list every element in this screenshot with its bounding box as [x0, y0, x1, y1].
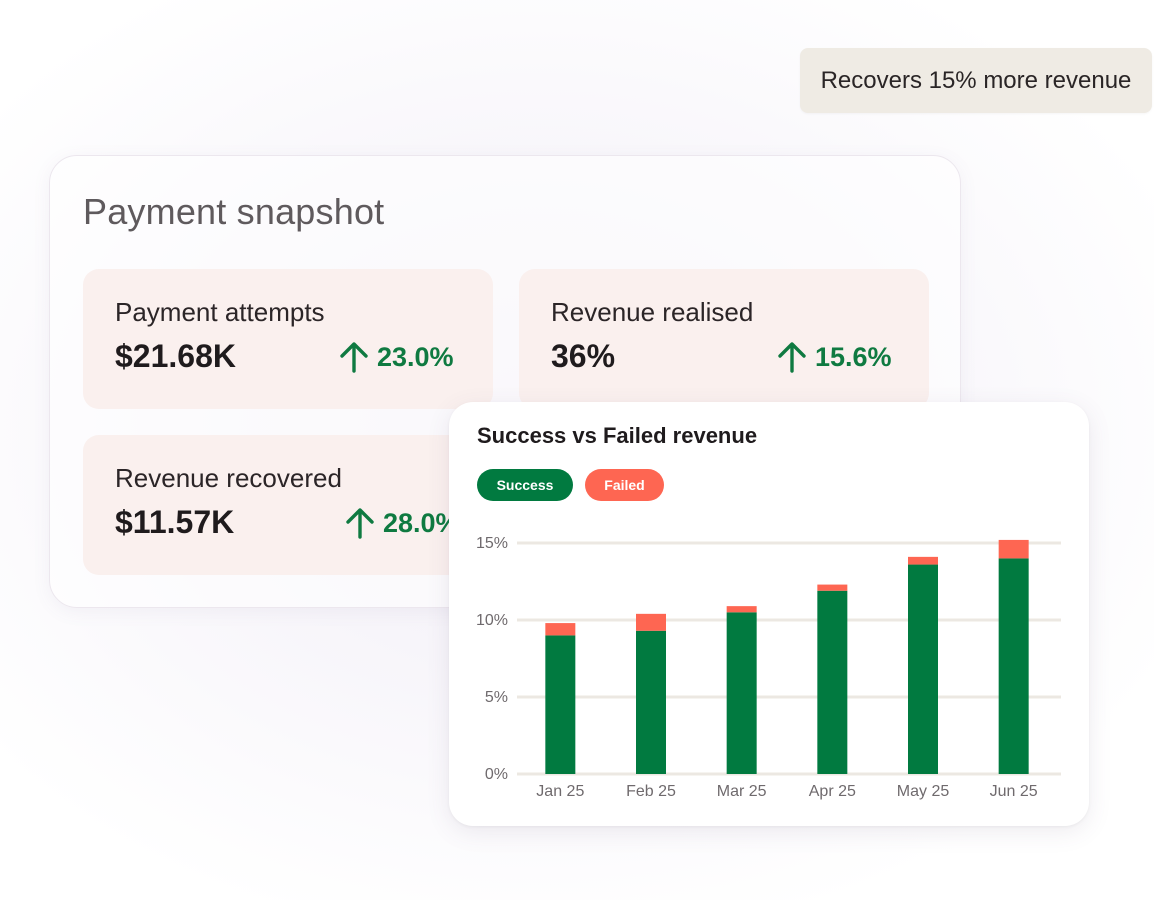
metric-card-revenue-realised: Revenue realised 36% 15.6% — [519, 269, 929, 409]
x-tick-label: Jan 25 — [536, 783, 584, 800]
bar-failed — [817, 584, 848, 591]
metric-card-payment-attempts: Payment attempts $21.68K 23.0% — [83, 269, 493, 409]
bar-failed — [545, 623, 576, 636]
y-tick-label: 15% — [476, 535, 508, 552]
revenue-chart-card: Success vs Failed revenue Success Failed… — [449, 402, 1089, 826]
y-tick-label: 0% — [485, 766, 508, 783]
metric-delta: 23.0% — [339, 341, 454, 373]
bar-chart: 0% 5% 10% 15% Jan 25 Feb 25 Mar 25 Apr 25 May 25… — [476, 535, 1061, 800]
x-tick-label: Feb 25 — [626, 783, 676, 800]
y-tick-label: 10% — [476, 612, 508, 629]
metric-delta-value: 28.0% — [383, 507, 460, 538]
recovery-badge: Recovers 15% more revenue — [800, 48, 1152, 113]
metric-label: Payment attempts — [115, 297, 325, 327]
snapshot-title: Payment snapshot — [83, 191, 385, 232]
x-tick-label: Apr 25 — [809, 783, 856, 800]
bar-success — [817, 590, 848, 774]
bar-failed — [998, 539, 1029, 559]
bar-success — [636, 630, 666, 774]
metric-value: $11.57K — [115, 504, 235, 540]
metric-card-revenue-recovered: Revenue recovered $11.57K 28.0% — [83, 435, 493, 575]
payment-snapshot-panel: Payment snapshot Payment attempts $21.68… — [49, 155, 961, 608]
legend-failed: Failed — [585, 469, 664, 501]
legend-success-label: Success — [496, 477, 554, 493]
y-tick-label: 5% — [485, 689, 508, 706]
arrow-up-icon — [778, 342, 806, 373]
x-tick-label: May 25 — [897, 783, 950, 800]
bar-failed — [636, 613, 666, 631]
x-tick-label: Mar 25 — [717, 783, 767, 800]
bar-success — [545, 635, 576, 774]
chart-title: Success vs Failed revenue — [477, 423, 758, 448]
bar-success — [726, 612, 757, 774]
metric-label: Revenue recovered — [115, 463, 342, 493]
arrow-up-icon — [346, 508, 374, 539]
metric-delta-value: 15.6% — [815, 341, 892, 372]
bar-success — [908, 564, 938, 774]
metric-delta-value: 23.0% — [377, 341, 454, 372]
metric-delta: 15.6% — [777, 341, 892, 373]
metric-delta: 28.0% — [345, 507, 460, 539]
recovery-badge-text: Recovers 15% more revenue — [820, 66, 1132, 94]
legend-failed-label: Failed — [604, 477, 645, 493]
x-tick-label: Jun 25 — [990, 783, 1038, 800]
arrow-up-icon — [340, 342, 368, 373]
bar-failed — [726, 606, 757, 613]
metric-value: $21.68K — [115, 338, 236, 374]
bar-failed — [908, 556, 938, 565]
metric-value: 36% — [551, 338, 616, 374]
bar-success — [998, 558, 1029, 774]
legend-success: Success — [477, 469, 573, 501]
metric-label: Revenue realised — [551, 297, 754, 327]
